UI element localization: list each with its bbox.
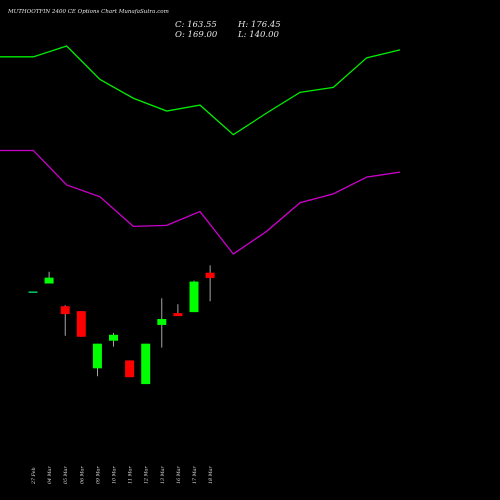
candle-body <box>60 306 70 315</box>
candle-body <box>109 334 118 341</box>
close-value: C: 163.55 <box>175 20 217 30</box>
candle <box>44 271 54 284</box>
candle-body <box>28 291 38 293</box>
candle <box>205 265 215 302</box>
lower-band-line <box>0 149 401 255</box>
candle <box>76 311 86 337</box>
candle <box>92 343 102 377</box>
x-tick-label: 12 Mar <box>144 466 150 484</box>
x-tick-label: 09 Mar <box>95 466 101 484</box>
x-tick-label: 17 Mar <box>192 466 198 484</box>
candle-body <box>92 343 102 369</box>
candle-body <box>205 272 215 279</box>
x-tick-label: 13 Mar <box>160 466 166 484</box>
candle-body <box>76 311 86 337</box>
candle <box>28 291 38 293</box>
candle <box>173 304 183 317</box>
x-tick-label: 18 Mar <box>208 466 214 484</box>
candle-body <box>173 313 183 317</box>
x-tick-label: 05 Mar <box>63 466 69 484</box>
x-tick-label: 27 Feb <box>31 467 37 485</box>
candle-body <box>157 319 167 325</box>
upper-band-line <box>0 45 401 136</box>
candle-body <box>189 281 199 313</box>
open-value: O: 169.00 <box>175 30 218 40</box>
candle-body <box>141 343 151 385</box>
x-tick-label: 11 Mar <box>128 466 134 484</box>
candle <box>109 332 118 347</box>
x-tick-label: 10 Mar <box>112 466 118 484</box>
low-value: L: 140.00 <box>238 30 279 40</box>
candle-body <box>44 277 54 284</box>
candle-body <box>125 360 135 378</box>
high-value: H: 176.45 <box>238 20 281 30</box>
x-tick-label: 16 Mar <box>176 466 182 484</box>
x-tick-label: 06 Mar <box>79 466 85 484</box>
x-tick-label: 04 Mar <box>47 466 53 484</box>
candle <box>60 305 70 336</box>
candle <box>189 280 199 313</box>
candle <box>125 360 135 378</box>
candle <box>141 343 151 385</box>
chart-title: MUTHOOTFIN 2400 CE Options Chart MunafaS… <box>8 9 169 15</box>
candle <box>157 298 167 348</box>
